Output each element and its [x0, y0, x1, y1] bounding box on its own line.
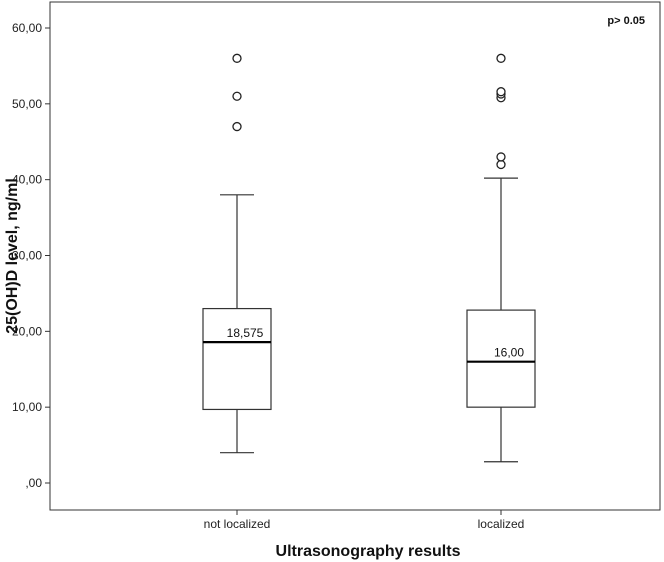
y-tick-label: 20,00 [12, 324, 42, 338]
outlier-point [496, 87, 506, 97]
box-1: 18,575 [202, 53, 272, 454]
x-axis: not localized localized [204, 510, 525, 531]
y-tick-label: 10,00 [12, 400, 42, 414]
outlier-point [496, 159, 506, 170]
outlier-point [232, 91, 242, 101]
median-label: 16,00 [494, 346, 524, 360]
y-tick-label: 40,00 [12, 173, 42, 187]
y-tick-label: 30,00 [12, 249, 42, 263]
y-axis-title: 25(OH)D level, ng/ml [4, 178, 21, 334]
outlier-point [496, 53, 506, 63]
x-tick-label: not localized [204, 517, 271, 531]
y-tick-label: ,00 [25, 476, 42, 490]
x-axis-title: Ultrasonography results [276, 543, 461, 560]
median-label: 18,575 [227, 326, 264, 340]
outlier-point [232, 53, 242, 63]
plot-frame [49, 1, 661, 511]
y-axis: ,00 10,00 20,00 30,00 40,00 50,00 60,00 [12, 21, 50, 490]
iqr-box [466, 309, 536, 408]
y-tick-label: 60,00 [12, 21, 42, 35]
outlier-point [232, 121, 242, 132]
x-tick-label: localized [478, 517, 525, 531]
boxes-group: 18,575 16,00 [202, 53, 536, 463]
outlier-point [496, 152, 506, 162]
y-tick-label: 50,00 [12, 97, 42, 111]
box-2: 16,00 [466, 53, 536, 463]
p-value-annotation: p> 0.05 [607, 15, 645, 27]
iqr-box [202, 307, 272, 411]
